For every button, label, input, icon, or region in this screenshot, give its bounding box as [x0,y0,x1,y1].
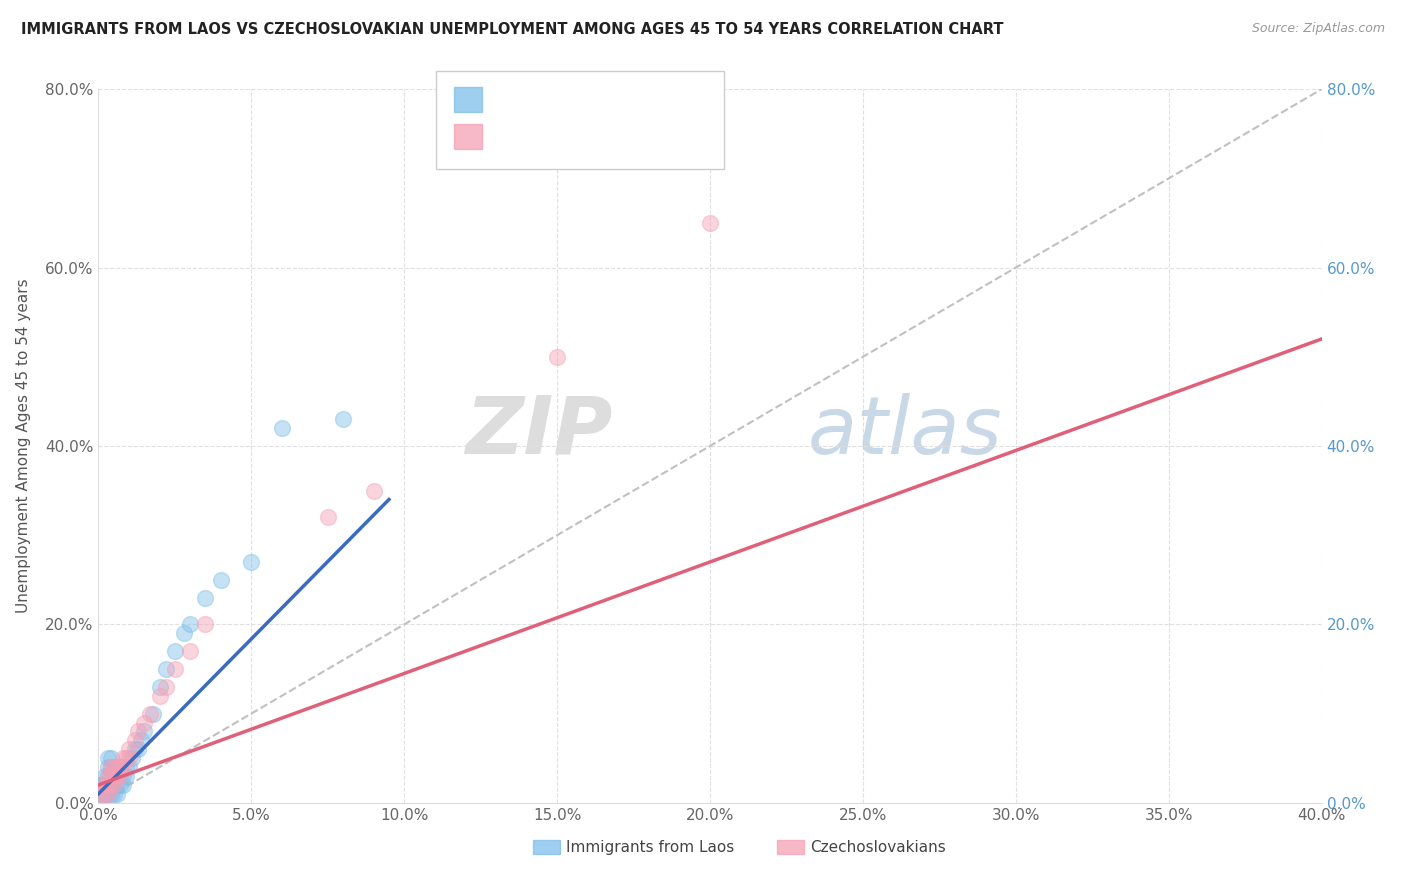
Point [108,760,131,774]
Point [270,421,292,435]
Text: atlas: atlas [808,392,1002,471]
Point [100,769,122,783]
Point [134,715,156,730]
Point [121,751,143,765]
Point [163,662,186,676]
Point [91,787,114,801]
Text: Czechoslovakians: Czechoslovakians [810,839,946,855]
Point [103,760,125,774]
Point [209,573,232,587]
Point [100,760,122,774]
Point [134,724,156,739]
Point [155,662,177,676]
Point [97,787,120,801]
Point [100,778,122,792]
Point [118,751,141,765]
Point [103,760,125,774]
Point [105,769,128,783]
Point [194,591,217,605]
Point [90,787,112,801]
Point [100,778,122,792]
Text: R = 0.548   N = 52: R = 0.548 N = 52 [491,90,648,108]
Point [97,778,120,792]
Point [90,787,112,801]
Point [194,617,217,632]
Point [111,760,134,774]
Point [105,787,128,801]
Bar [533,840,560,855]
Point [142,706,165,721]
Point [105,778,128,792]
Point [97,778,120,792]
Point [94,787,117,801]
Text: Immigrants from Laos: Immigrants from Laos [565,839,734,855]
Point [93,769,115,783]
Point [97,760,120,774]
Point [105,760,128,774]
Bar [778,840,804,855]
Point [139,706,162,721]
Point [93,787,115,801]
Point [240,555,263,569]
Point [100,769,122,783]
Text: ZIP: ZIP [465,392,612,471]
Point [111,778,134,792]
Point [100,760,122,774]
Point [100,778,122,792]
Point [163,644,186,658]
Point [103,778,125,792]
Point [699,216,721,230]
Point [93,778,115,792]
Point [97,787,120,801]
Point [97,751,120,765]
Point [100,751,122,765]
Point [363,483,385,498]
Point [127,742,149,756]
Text: IMMIGRANTS FROM LAOS VS CZECHOSLOVAKIAN UNEMPLOYMENT AMONG AGES 45 TO 54 YEARS C: IMMIGRANTS FROM LAOS VS CZECHOSLOVAKIAN … [21,22,1004,37]
Point [118,760,141,774]
Point [155,680,177,694]
Text: R = 0.736   N = 34: R = 0.736 N = 34 [491,128,648,145]
Point [108,760,131,774]
Point [89,778,111,792]
Point [100,787,122,801]
Point [115,769,138,783]
Point [115,760,138,774]
Point [179,617,201,632]
Point [108,769,131,783]
Point [118,742,141,756]
Point [93,778,115,792]
Point [173,626,195,640]
Point [546,350,568,364]
Text: Source: ZipAtlas.com: Source: ZipAtlas.com [1251,22,1385,36]
Point [103,769,125,783]
Point [97,778,120,792]
Y-axis label: Unemployment Among Ages 45 to 54 years: Unemployment Among Ages 45 to 54 years [17,278,31,614]
Point [149,689,172,703]
Point [97,769,120,783]
Point [111,751,134,765]
Point [108,778,131,792]
Point [179,644,201,658]
Point [103,769,125,783]
Point [103,778,125,792]
Point [149,680,172,694]
Point [124,742,146,756]
Point [103,778,125,792]
Point [124,733,146,747]
Point [115,751,138,765]
Point [127,724,149,739]
Point [105,769,128,783]
Point [316,510,339,524]
Point [108,769,131,783]
Point [111,769,134,783]
Point [129,733,152,747]
Point [93,787,115,801]
Point [103,787,125,801]
Point [97,769,120,783]
Point [332,412,354,426]
Point [90,778,112,792]
